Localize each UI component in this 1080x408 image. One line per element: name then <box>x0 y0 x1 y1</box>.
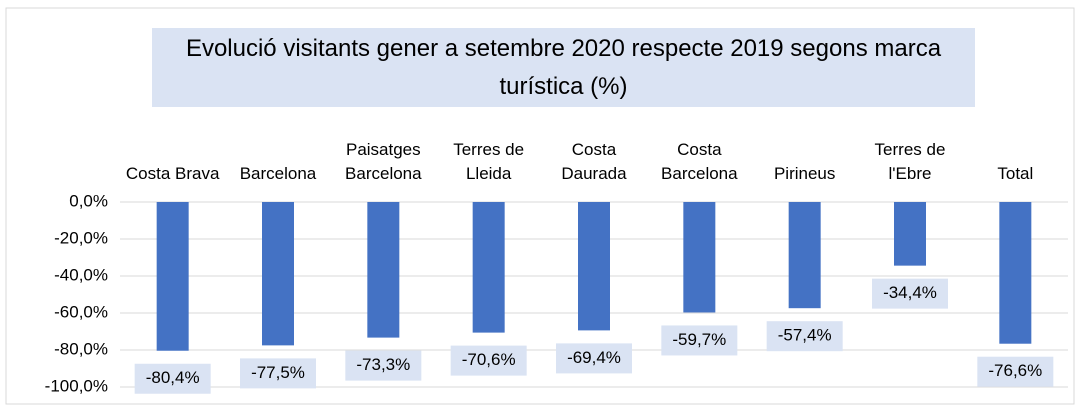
bar <box>367 202 400 338</box>
y-tick-label: -40,0% <box>54 265 108 284</box>
data-label: -73,3% <box>356 355 410 374</box>
y-tick-label: -20,0% <box>54 228 108 247</box>
x-tick-label: Total <box>997 164 1034 183</box>
bar <box>472 202 505 333</box>
chart-title: Evolució visitants gener a setembre 2020… <box>152 28 975 107</box>
data-label-box <box>240 358 316 389</box>
x-tick-label: Costa Daurada <box>561 140 627 183</box>
x-tick-label: Costa Barcelona <box>661 140 738 183</box>
data-label-box <box>661 325 738 356</box>
y-tick-label: 0,0% <box>69 191 108 210</box>
data-label-box <box>977 356 1054 387</box>
data-label: -34,4% <box>883 283 937 302</box>
bar <box>578 202 610 331</box>
x-tick-label: Pirineus <box>773 164 836 183</box>
x-tick-label: Barcelona <box>239 164 317 183</box>
data-label-box <box>872 278 948 309</box>
y-tick-label: -80,0% <box>54 339 108 358</box>
data-label-box <box>450 345 527 376</box>
y-tick-label: -100,0% <box>45 376 108 395</box>
data-label-box <box>766 321 843 352</box>
data-label-box <box>134 363 211 394</box>
x-tick-label: Terres de Lleida <box>453 140 525 183</box>
data-label-box <box>345 350 422 381</box>
chart-border <box>5 7 1075 405</box>
bar <box>683 202 716 313</box>
data-label: -57,4% <box>778 326 832 345</box>
bar <box>999 202 1032 344</box>
bar <box>894 202 926 266</box>
data-label: -77,5% <box>251 363 305 382</box>
data-label: -69,4% <box>567 348 621 367</box>
x-tick-label: Paisatges Barcelona <box>345 140 422 183</box>
bar <box>788 202 821 309</box>
data-label-box <box>556 343 632 374</box>
data-label: -70,6% <box>462 350 516 369</box>
data-label: -80,4% <box>146 368 200 387</box>
data-label: -76,6% <box>988 361 1042 380</box>
y-tick-label: -60,0% <box>54 302 108 321</box>
x-tick-label: Costa Brava <box>125 164 220 183</box>
data-label: -59,7% <box>672 330 726 349</box>
bar <box>156 202 189 351</box>
x-tick-label: Terres de l'Ebre <box>874 140 946 183</box>
bar <box>262 202 294 346</box>
